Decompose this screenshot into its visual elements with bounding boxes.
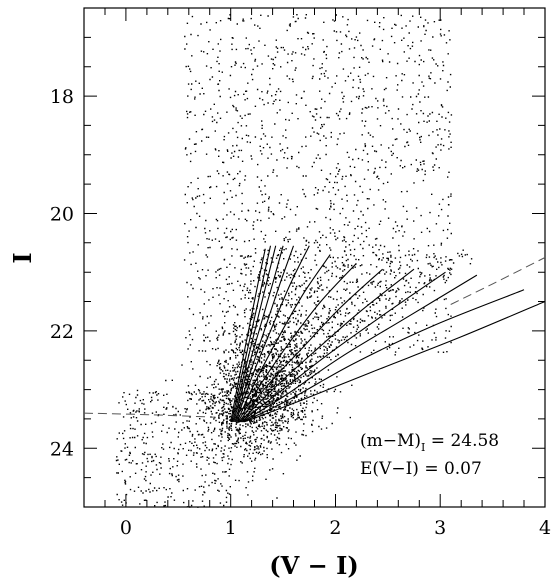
x-tick-label: 2 [329,517,341,539]
isochrone-curves [230,245,546,423]
isochrone-5 [234,245,295,423]
reddening-annotation: E(V−I) = 0.07 [360,459,482,479]
isochrone-9 [238,268,383,423]
distance-modulus-annotation: (m−M)I = 24.58 [360,431,499,454]
isochrone-7 [236,254,331,423]
reference-lines [83,257,546,418]
x-tick-label: 1 [225,517,237,539]
y-tick-label: 18 [50,86,74,108]
x-tick-labels: 0 1 2 3 4 [120,517,551,539]
isochrone-12 [241,274,478,423]
distance-modulus-main: (m−M) [360,431,421,451]
y-tick-labels: 18 20 22 24 [50,86,74,460]
x-tick-label: 4 [539,517,551,539]
x-tick-label: 0 [120,517,132,539]
isochrone-13 [243,289,525,423]
isochrone-6 [235,245,310,423]
isochrone-1 [230,248,266,423]
y-axis-title: I [8,252,37,263]
isochrone-14 [244,300,546,423]
distance-modulus-subscript: I [421,441,425,454]
isochrone-11 [240,271,446,423]
isochrone-4 [233,245,284,423]
isochrone-3 [232,245,277,423]
distance-modulus-value: = 24.58 [425,431,499,451]
isochrone-10 [239,268,415,423]
isochrone-2 [231,245,272,423]
x-tick-label: 3 [434,517,446,539]
dashed-reference-line-2 [450,257,546,305]
star-points [115,14,473,508]
x-axis-title: (V − I) [269,551,358,580]
star-point-cloud [115,14,473,508]
y-tick-label: 22 [50,321,74,343]
y-tick-label: 24 [50,438,74,460]
axis-ticks [83,8,546,508]
isochrone-8 [237,263,357,423]
y-tick-label: 20 [50,203,74,225]
dashed-reference-line-1 [83,412,216,418]
